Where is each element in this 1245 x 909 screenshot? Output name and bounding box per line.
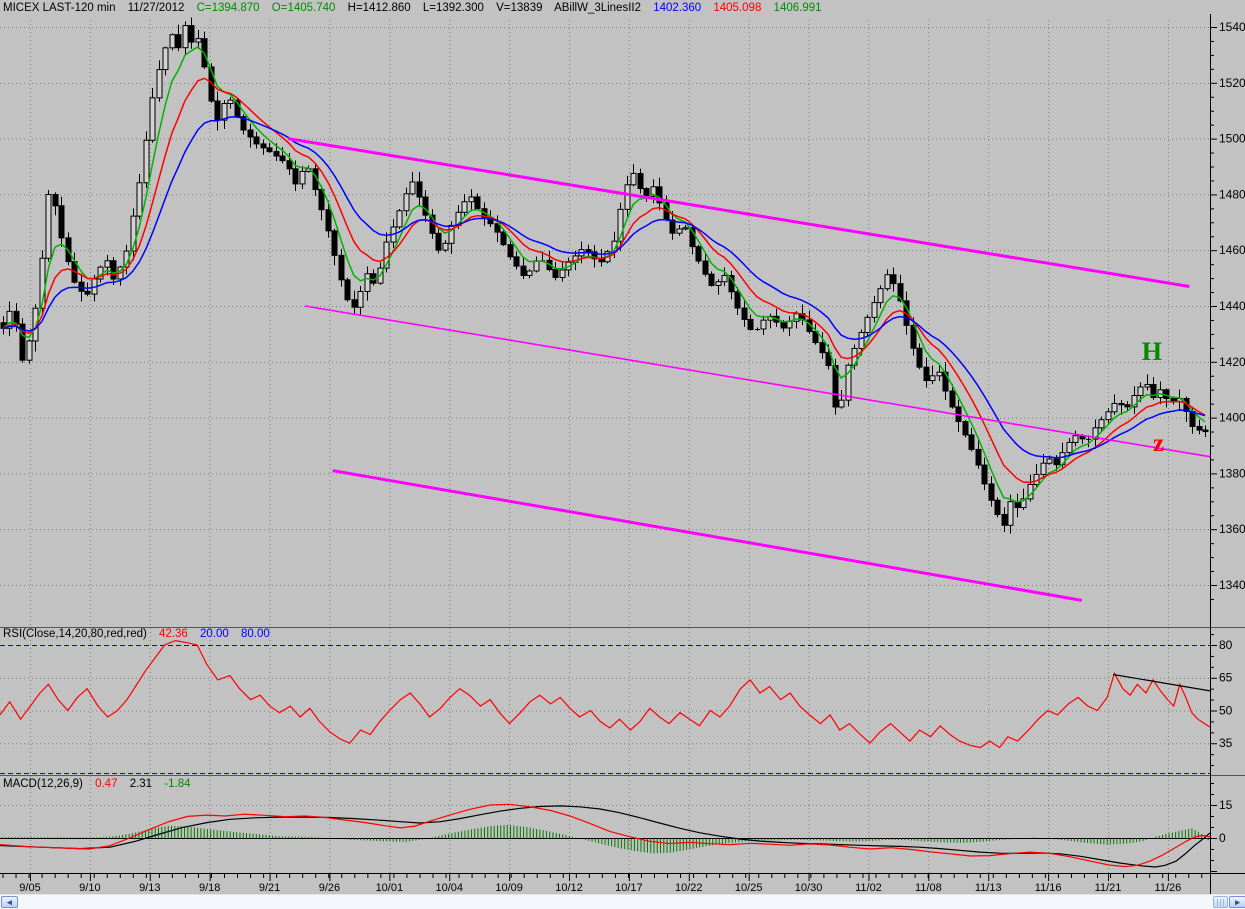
svg-text:1460: 1460	[1219, 243, 1245, 257]
svg-text:80: 80	[1219, 638, 1233, 652]
rsi-value: 42.36	[159, 628, 188, 640]
x-axis-date-label: 10/04	[435, 882, 463, 894]
low-value: L=1392.300	[422, 2, 484, 14]
rsi-trendline	[1113, 673, 1211, 692]
x-axis-date-label: 10/17	[615, 882, 643, 894]
svg-text:65: 65	[1219, 671, 1233, 685]
x-axis-date-label: 10/01	[376, 882, 404, 894]
svg-text:1520: 1520	[1219, 76, 1245, 90]
date-label: 11/27/2012	[127, 2, 185, 14]
scroll-left-button[interactable]: ◂	[1, 896, 18, 908]
scrollbar-grip[interactable]	[1213, 896, 1228, 908]
svg-text:1420: 1420	[1219, 355, 1245, 369]
macd-layer	[0, 803, 1211, 868]
candles-layer	[0, 17, 1209, 534]
svg-text:15: 15	[1219, 798, 1233, 812]
grid-layer	[0, 20, 1210, 873]
svg-text:1480: 1480	[1219, 187, 1245, 201]
x-axis-date-label: 9/26	[319, 882, 340, 894]
ma-fast-value: 1406.991	[773, 2, 822, 14]
svg-text:1500: 1500	[1219, 132, 1245, 146]
x-axis-date-label: 11/16	[1035, 882, 1062, 894]
symbol-period-label: MICEX LAST-120 min	[3, 2, 116, 14]
macd-hist-value: -1.84	[164, 778, 191, 790]
svg-text:1400: 1400	[1219, 411, 1245, 425]
rsi-upper-band-value: 80.00	[241, 628, 270, 640]
trendline-mid-channel	[304, 305, 1211, 458]
svg-text:1360: 1360	[1219, 522, 1245, 536]
lower-channel	[332, 469, 1082, 602]
ma-mid-value: 1405.098	[713, 2, 762, 14]
indicator-name: ABillW_3LinesII2	[554, 2, 641, 14]
x-axis-date-label: 11/26	[1155, 882, 1182, 894]
rsi-indicator-label: RSI(Close,14,20,80,red,red)	[3, 628, 147, 640]
macd-label-row: MACD(12,26,9) 0.47 2.31 -1.84	[3, 778, 200, 790]
rsi-line	[0, 639, 1211, 749]
ma-slow-value: 1402.360	[653, 2, 702, 14]
ma-line-slow	[2, 116, 1206, 459]
trendline-lower-channel	[332, 469, 1082, 602]
ma-line-slow	[2, 116, 1206, 459]
x-axis-date-label: 11/02	[855, 882, 882, 894]
time-axis: 9/05 9/10 9/13 9/18 9/21 9/26 10/01 10/04 10/09 1…	[2, 874, 1203, 894]
x-axis-date-label: 10/25	[735, 882, 763, 894]
svg-text:50: 50	[1219, 703, 1233, 717]
trendline-upper-channel	[287, 137, 1190, 288]
svg-text:1440: 1440	[1219, 299, 1245, 313]
scroll-right-button[interactable]: ▸	[1229, 896, 1245, 908]
x-axis-date-label: 9/18	[199, 882, 220, 894]
x-axis-date-label: 9/21	[259, 882, 280, 894]
ma-line-fast	[2, 45, 1206, 503]
macd-signal-value: 2.31	[129, 778, 153, 790]
chart-header: MICEX LAST-120 min 11/27/2012 C=1394.870…	[3, 2, 831, 17]
ma-line-mid	[2, 77, 1206, 484]
annotation-h: H	[1141, 337, 1162, 367]
x-axis-date-label: 10/22	[675, 882, 703, 894]
x-axis-date-label: 9/10	[79, 882, 100, 894]
svg-text:1380: 1380	[1219, 466, 1245, 480]
svg-text:1540: 1540	[1219, 20, 1245, 34]
x-axis-date-label: 10/09	[495, 882, 523, 894]
close-value: C=1394.870	[196, 2, 260, 14]
rsi-band-lines	[0, 645, 1210, 774]
svg-text:35: 35	[1219, 736, 1233, 750]
x-axis-date-label: 11/21	[1095, 882, 1122, 894]
x-axis-date-label: 10/12	[555, 882, 583, 894]
rsi-label-row: RSI(Close,14,20,80,red,red) 42.36 20.00 …	[3, 628, 279, 640]
h-scrollbar[interactable]: ◂ ▸	[0, 894, 1245, 909]
x-axis-date-label: 11/08	[915, 882, 942, 894]
x-axis-date-label: 10/30	[795, 882, 823, 894]
volume-value: V=13839	[496, 2, 543, 14]
right-arrow-icon: ▸	[1235, 897, 1240, 907]
macd-signal-line	[0, 805, 1211, 868]
upper-channel	[287, 137, 1190, 288]
macd-indicator-label: MACD(12,26,9)	[3, 778, 83, 790]
axes-layer: 1540 1520 1500 1480 1460 1440 1420 1400 1380 1360…	[0, 14, 1245, 895]
svg-text:0: 0	[1219, 831, 1226, 845]
left-arrow-icon: ◂	[7, 897, 12, 907]
open-value: O=1405.740	[271, 2, 336, 14]
macd-value: 0.47	[95, 778, 118, 790]
rsi-lower-band-value: 20.00	[200, 628, 229, 640]
ma-line-mid	[2, 77, 1206, 484]
high-value: H=1412.860	[347, 2, 411, 14]
ma-line-fast	[2, 45, 1206, 503]
annotation-z: z	[1152, 429, 1165, 457]
svg-text:1340: 1340	[1219, 578, 1245, 592]
x-axis-date-label: 9/13	[139, 882, 160, 894]
mid-channel	[304, 305, 1211, 458]
macd-line	[0, 803, 1211, 868]
x-axis-date-label: 11/13	[975, 882, 1002, 894]
x-axis-date-label: 9/05	[19, 882, 40, 894]
